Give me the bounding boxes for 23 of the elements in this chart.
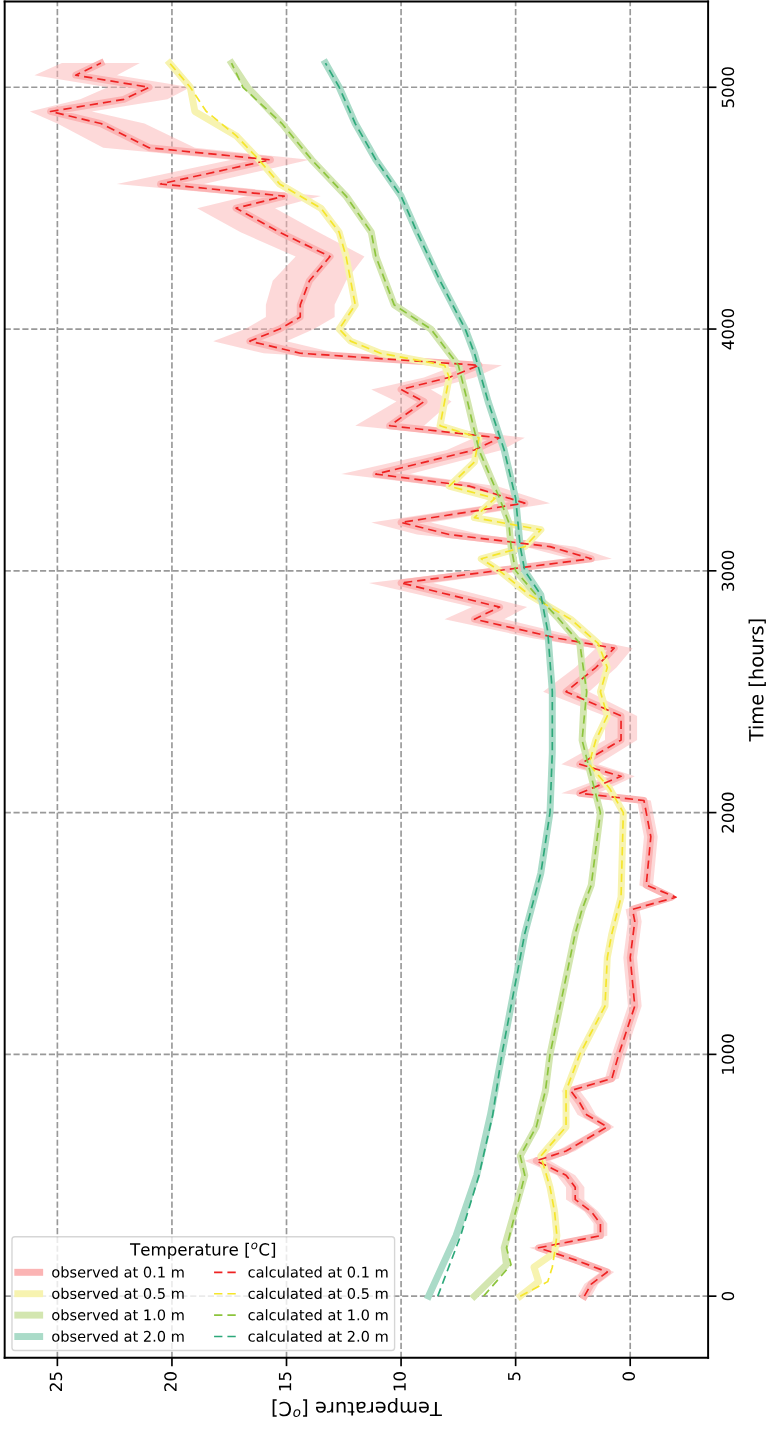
x-tick-label: 5 <box>508 1372 521 1381</box>
legend-label: observed at 0.5 m <box>52 1287 184 1300</box>
x-axis-title: Temperature [$^{o}$C] <box>272 1397 442 1417</box>
legend-label: observed at 1.0 m <box>52 1309 184 1321</box>
legend-label: calculated at 0.1 m <box>248 1266 388 1278</box>
y-tick-label: 3000 <box>721 550 735 591</box>
x-tick-label: 10 <box>393 1372 406 1391</box>
x-tick-label: 20 <box>164 1372 177 1391</box>
legend-label: calculated at 0.5 m <box>248 1287 388 1300</box>
y-tick-label: 2000 <box>721 792 735 833</box>
y-axis-title: Time [hours] <box>748 619 766 742</box>
x-tick-label: 25 <box>49 1372 63 1391</box>
legend-label: observed at 2.0 m <box>52 1330 184 1342</box>
x-tick-label: 0 <box>622 1372 636 1381</box>
legend-title: Temperature [$^{o}$C] <box>129 1242 276 1259</box>
x-tick-label: 15 <box>278 1372 292 1391</box>
y-tick-label: 0 <box>721 1291 735 1301</box>
legend-label: calculated at 1.0 m <box>248 1309 388 1321</box>
legend-label: observed at 0.1 m <box>52 1266 184 1278</box>
y-tick-label: 1000 <box>721 1034 735 1074</box>
y-tick-label: 4000 <box>721 308 735 350</box>
y-tick-label: 5000 <box>721 67 735 108</box>
legend-label: calculated at 2.0 m <box>248 1330 388 1342</box>
